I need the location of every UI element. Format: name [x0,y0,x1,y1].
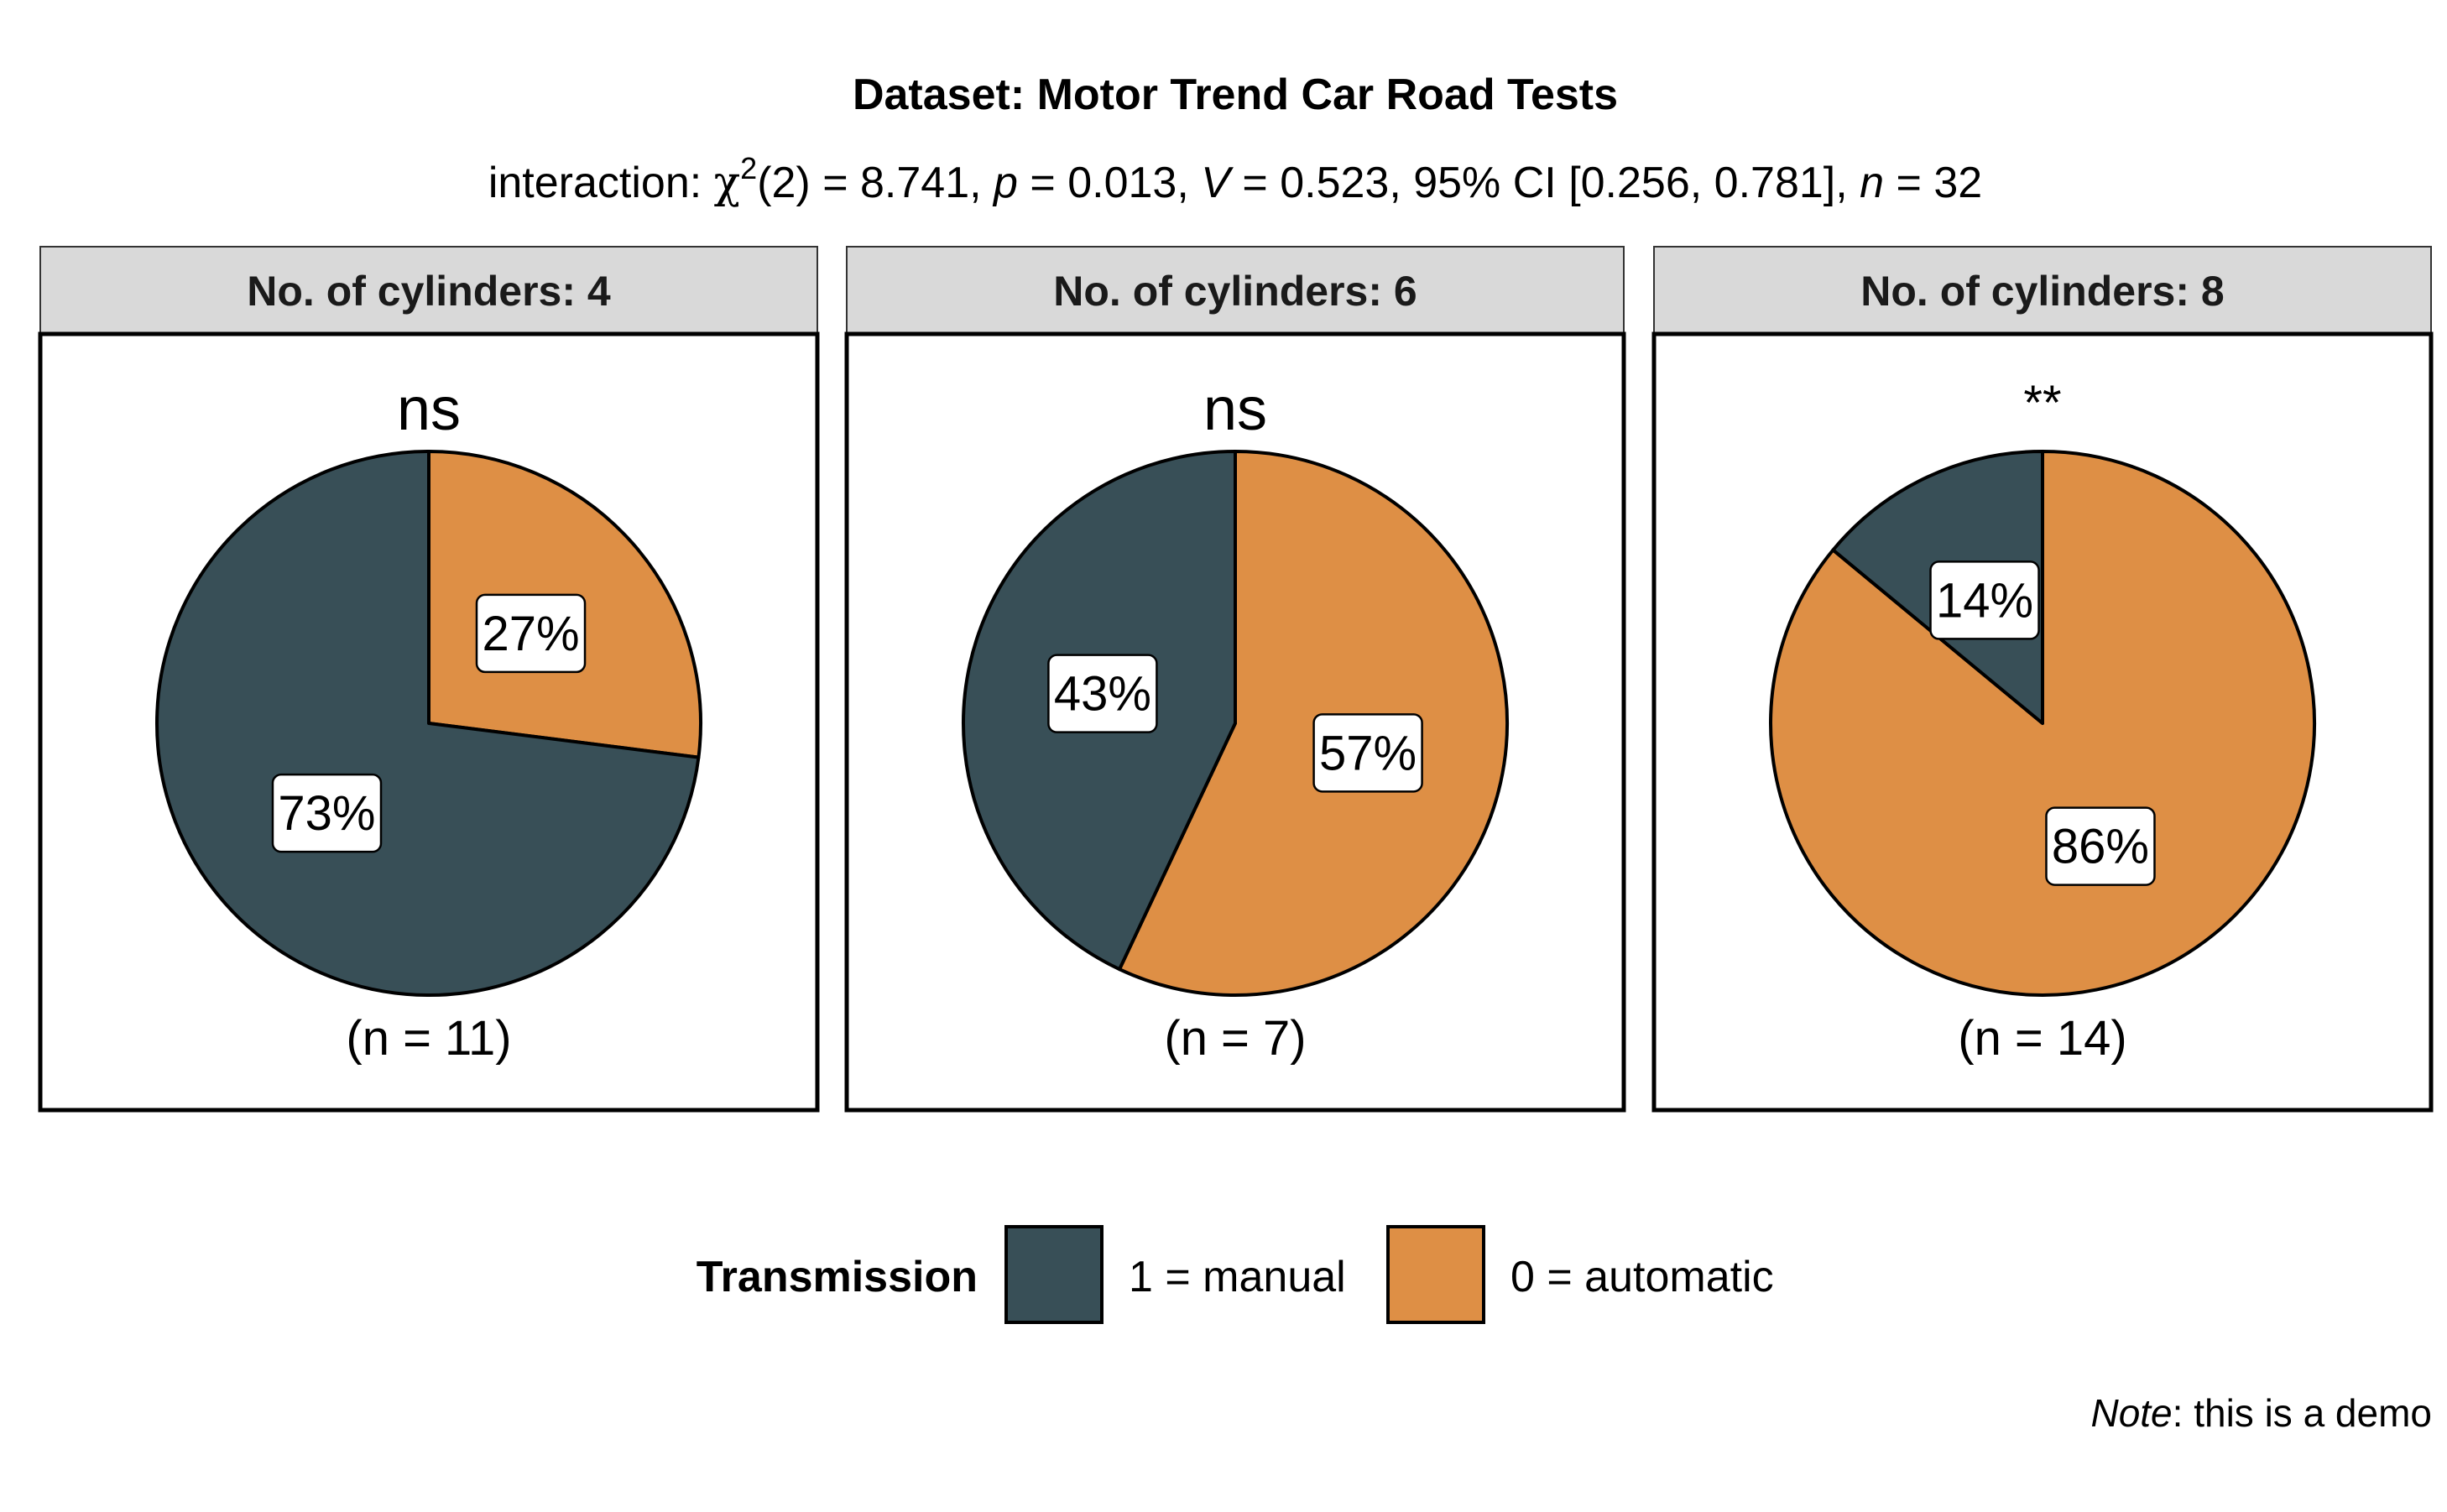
facet-panel: No. of cylinders: 4 27% 73% ns (n = 11) [38,246,820,1113]
subtitle-p-symbol: p [992,159,1018,207]
facet-panel-border [38,331,820,1113]
slice-label: 57% [1312,713,1423,793]
subtitle-n-value: = 32 [1884,159,1982,207]
chart-caption: Note: this is a demo [2090,1391,2432,1435]
facet-panel: No. of cylinders: 6 57% 43% ns (n = 7) [844,246,1626,1113]
slice-label-box [475,593,587,674]
significance-label: ns [1203,376,1267,443]
subtitle-chi-superscript: 2 [740,151,757,185]
legend-key-manual [1004,1225,1103,1324]
slice-label: 73% [271,773,383,853]
legend-label-manual: 1 = manual [1129,1253,1346,1301]
slice-label: 43% [1047,654,1158,733]
slice-label-text: 27% [482,607,579,661]
chart-title: Dataset: Motor Trend Car Road Tests [853,70,1618,119]
facet-panel-border [844,331,1626,1113]
facet-strip-label: No. of cylinders: 4 [247,268,611,315]
slice-label-box [1929,560,2040,640]
slice-label-text: 86% [2052,820,2149,874]
caption-italic: Note [2090,1391,2172,1435]
facet-panel: No. of cylinders: 8 86% 14% ** (n = 14) [1651,246,2434,1113]
slice-label: 86% [2045,806,2156,886]
slice-label-box [1047,654,1158,733]
sample-size-label: (n = 11) [346,1011,511,1066]
legend: Transmission 1 = manual 0 = automatic [697,1225,1774,1324]
slice-label-box [1312,713,1423,793]
chart-subtitle: interaction: χ2(2) = 8.741, p = 0.013, V… [488,151,1982,208]
facet-strip [39,246,818,335]
slice-label: 27% [475,593,587,674]
facet-strip-label: No. of cylinders: 8 [1860,268,2224,315]
subtitle-n-symbol: n [1860,159,1884,207]
facet-strip-label: No. of cylinders: 6 [1053,268,1417,315]
legend-title: Transmission [697,1253,978,1301]
slice-label: 14% [1929,560,2040,640]
subtitle-v-value: = 0.523, 95% CI [0.256, 0.781], [1230,159,1860,207]
slice-label-text: 43% [1054,667,1151,722]
subtitle-v-symbol: V [1201,159,1234,207]
caption-text: : this is a demo [2173,1391,2432,1435]
sample-size-label: (n = 14) [1958,1011,2127,1066]
slice-label-box [2045,806,2156,886]
facet-strip [846,246,1625,335]
significance-label: ** [2023,376,2061,430]
facet-panels: No. of cylinders: 427%73%ns(n = 11)No. o… [38,246,2434,1113]
slice-label-text: 57% [1319,726,1417,780]
slice-label-text: 73% [278,786,375,841]
legend-label-automatic: 0 = automatic [1510,1253,1774,1301]
subtitle-prefix: interaction: [488,159,714,207]
legend-key-automatic [1386,1225,1485,1324]
subtitle-p-value: = 0.013, [1018,159,1201,207]
pie-slice-1-manual [155,450,701,997]
slice-label-box [271,773,383,853]
subtitle-statistic: (2) = 8.741, [757,159,994,207]
subtitle-chi-symbol: χ [714,158,741,208]
facet-strip [1653,246,2432,335]
significance-label: ns [397,376,461,443]
slice-label-text: 14% [1936,573,2033,628]
facet-panel-border [1651,331,2434,1113]
sample-size-label: (n = 7) [1164,1011,1306,1066]
